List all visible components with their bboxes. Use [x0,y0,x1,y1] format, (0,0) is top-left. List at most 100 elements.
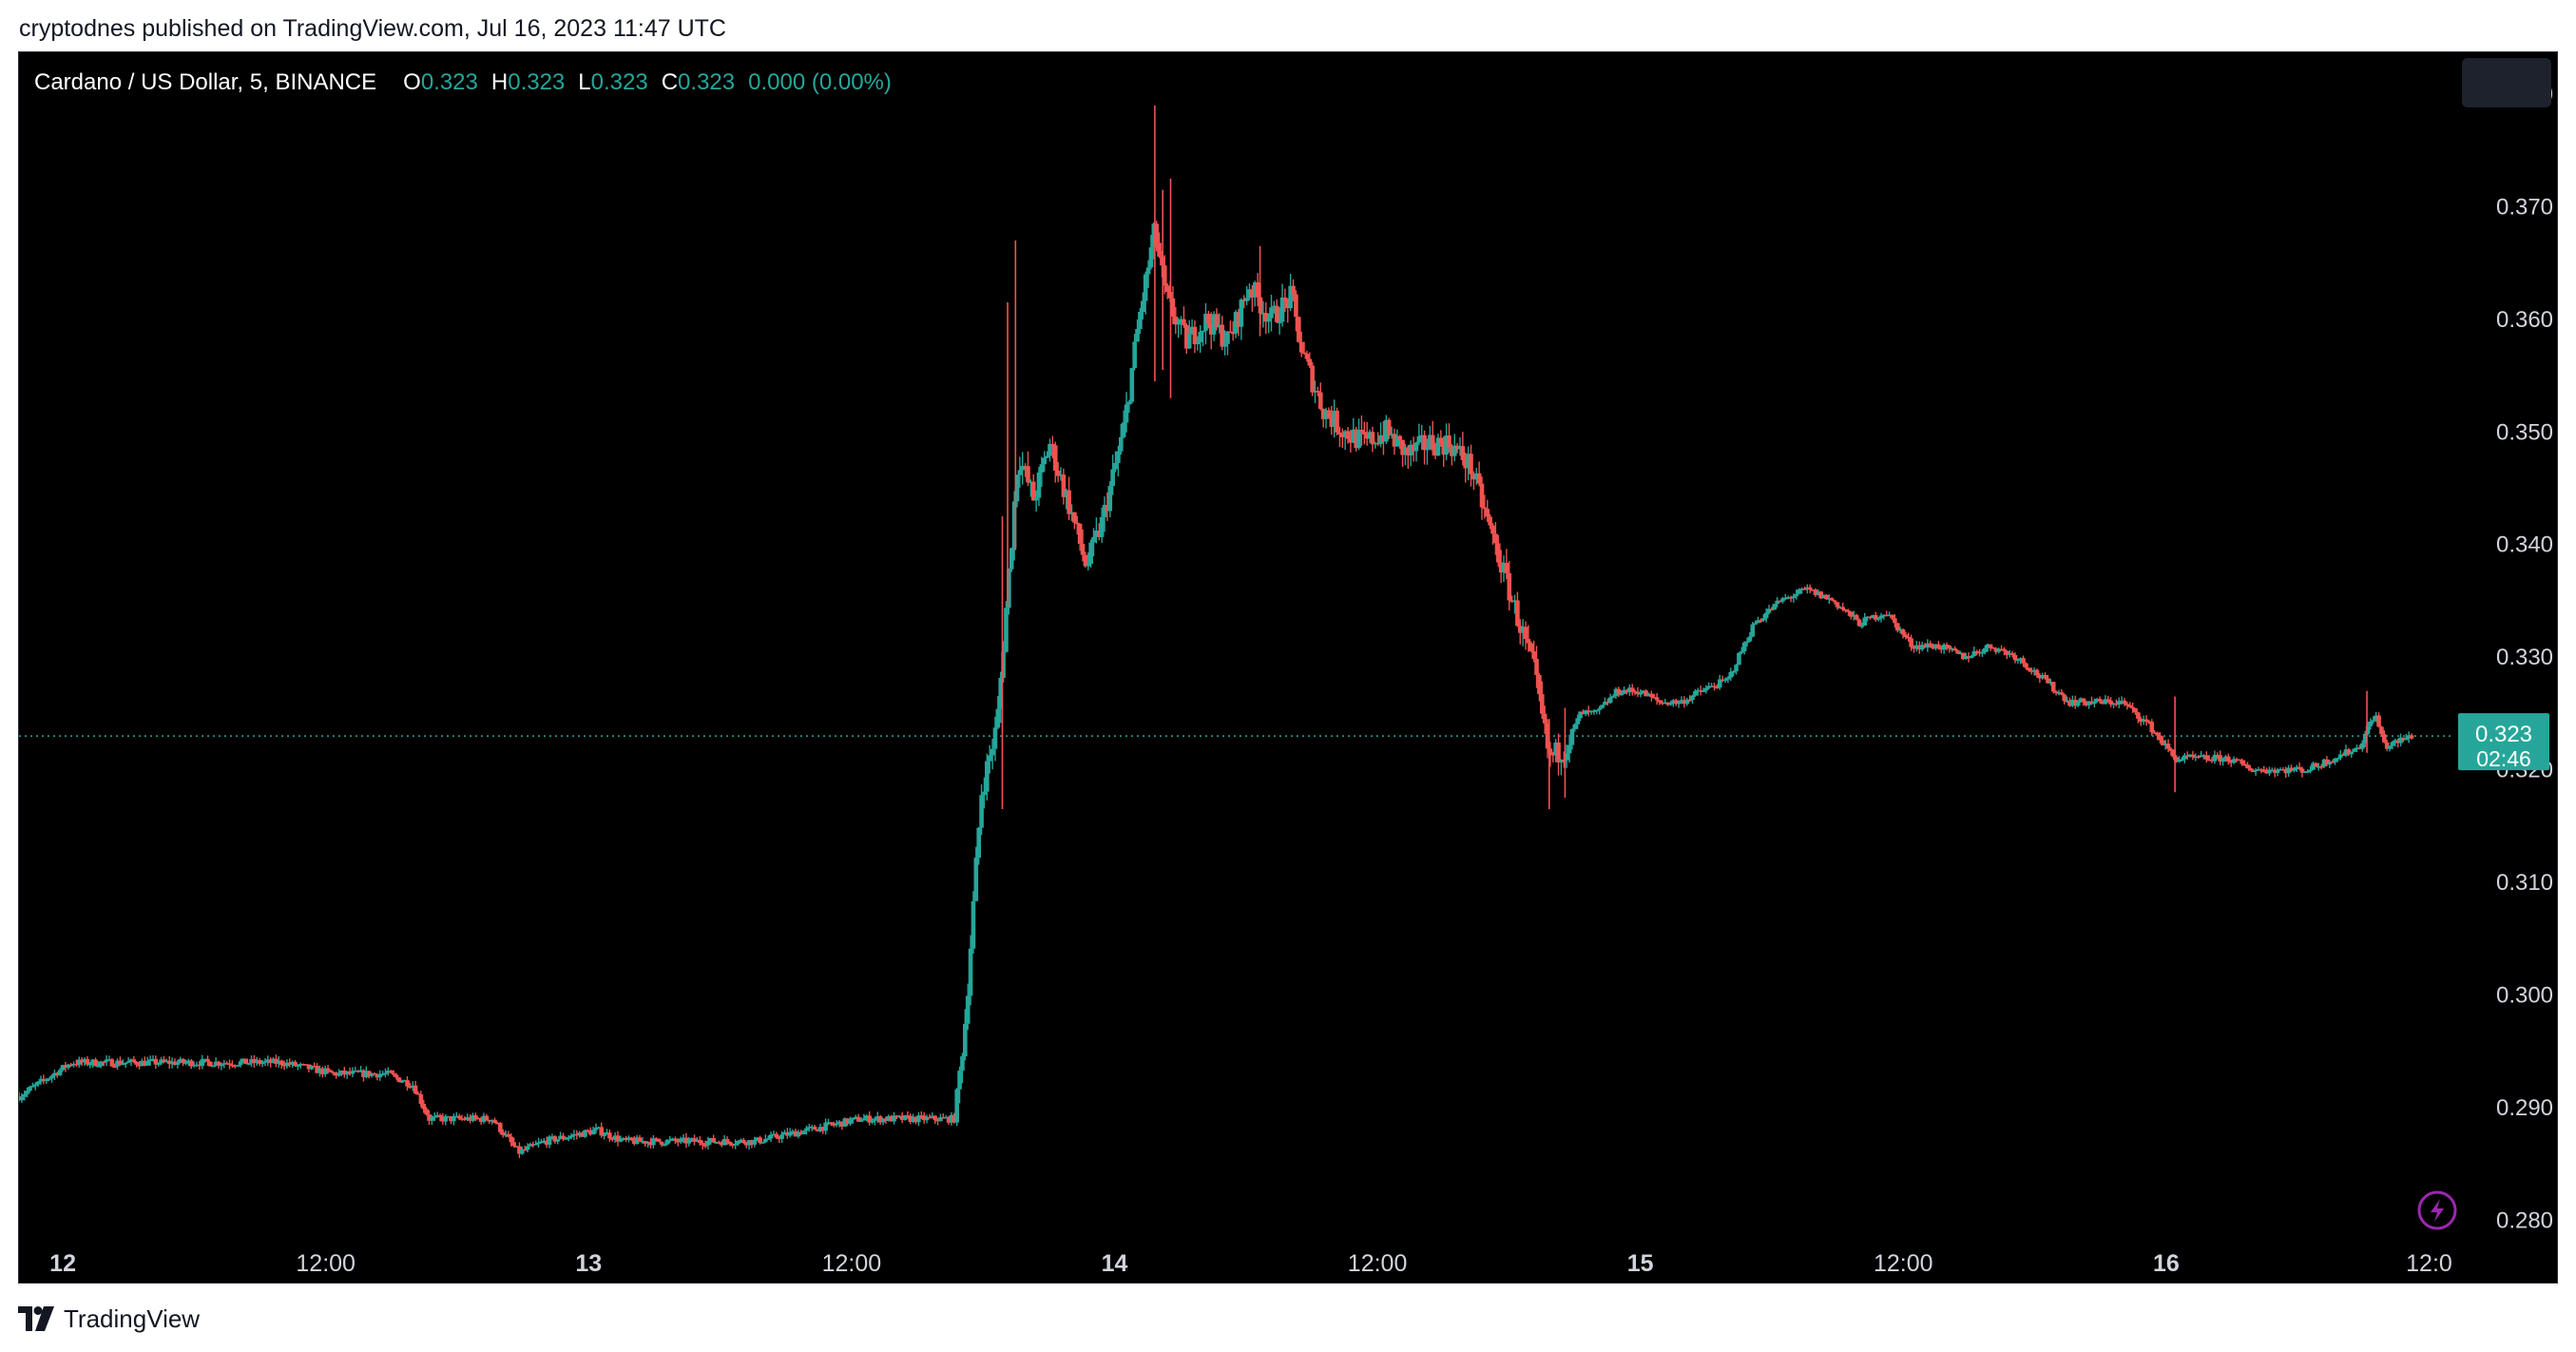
candle-body [2318,766,2324,768]
footer-brand: TradingView [64,1304,201,1333]
candle-body [90,1059,95,1064]
candle-body [1856,619,1862,627]
candle-body [2204,755,2209,760]
candle-body [159,1059,163,1064]
candle-body [1186,334,1192,349]
candle-body [826,1122,831,1124]
candle-body [1556,742,1561,763]
candle-body [2253,769,2259,772]
candle-body [564,1138,568,1140]
candle-body [2272,769,2278,773]
x-tick-label: 12:00 [296,1250,356,1277]
candle-body [976,827,982,859]
candle-body [1605,702,1610,704]
candle-body [836,1121,842,1124]
lightning-icon[interactable] [2417,1190,2457,1230]
candle-body [908,1115,913,1122]
candle-body [896,1115,902,1118]
candle-body [1871,614,1875,619]
candle-body [434,1114,440,1117]
candle-body [2404,738,2409,741]
candle-body [2143,719,2149,722]
candle-body [2028,670,2034,672]
candle-body [1914,645,1919,649]
candle-body [2209,759,2215,762]
candle-body [648,1142,653,1146]
legend-close-value: 0.323 [678,69,736,95]
candle-body [1925,643,1931,648]
candle-body [2072,700,2078,706]
candle-body [615,1135,621,1142]
candle-body [2297,766,2302,769]
candle-body [714,1142,719,1144]
candle-body [1887,614,1892,616]
candle-body [2381,734,2387,743]
candle-body [1225,331,1230,344]
candle-body [2376,715,2381,727]
candle-body [2393,740,2398,743]
candle-body [765,1138,771,1140]
candle-body [66,1064,71,1068]
candle-body [1490,525,1495,534]
candle-body [1094,531,1099,537]
candle-body [492,1119,497,1123]
candle-body [2352,748,2356,752]
candle-body [1900,628,1906,635]
candle-body [79,1059,85,1063]
candle-body [1176,322,1181,325]
candle-body [96,1066,101,1068]
candle-body [1425,448,1430,451]
candle-body [1996,648,2001,652]
candle-body [38,1078,44,1082]
candle-body [1422,435,1427,451]
candle-body [1654,697,1660,701]
candle-body [1138,312,1143,329]
candle-body [1151,223,1157,248]
candle-body [284,1062,290,1067]
legend-high-value: 0.323 [508,69,566,95]
chart-corner-button[interactable] [2462,58,2551,107]
candle-body [276,1060,281,1064]
tradingview-logo[interactable]: TradingView [18,1303,200,1335]
candle-body [1250,289,1255,298]
candle-body [1665,702,1670,705]
candle-body [2160,740,2165,745]
candle-body [427,1114,432,1121]
candle-body [402,1080,407,1082]
y-tick-label: 0.280 [2496,1207,2553,1233]
candle-body [2206,759,2212,762]
candlestick-chart[interactable]: 0.2800.2900.3000.3100.3200.3300.3400.350… [19,52,2558,1284]
candle-body [1504,562,1509,573]
candle-body [121,1063,125,1066]
candle-body [339,1071,344,1073]
candle-body [449,1116,453,1122]
candle-body [1545,723,1550,749]
candle-body [1086,564,1091,567]
y-tick-label: 0.370 [2496,194,2553,220]
publisher-caption: cryptodnes published on TradingView.com,… [19,15,726,42]
candle-body [1441,442,1447,455]
candle-body [1600,705,1605,708]
candle-body [1473,473,1479,480]
candle-body [1105,505,1110,512]
chart-panel[interactable]: 0.280 0.290 0.300 0.310 0.320 0.330 0.340 0.350… [18,51,2558,1284]
candle-body [927,1116,932,1119]
candle-body [1974,650,1979,653]
candle-body [144,1061,150,1066]
candle-body [1228,331,1233,334]
candle-body [2136,712,2141,719]
candle-body [1493,533,1498,544]
candle-body [547,1136,552,1146]
candle-body [2275,769,2280,773]
candle-body [1534,659,1539,675]
candle-body [686,1139,692,1144]
candle-body [733,1144,738,1146]
candle-body [774,1133,779,1138]
candle-body [1413,442,1419,452]
candle-body [443,1116,449,1122]
candle-body [517,1146,522,1154]
candle-body [861,1118,867,1121]
candle-body [1616,688,1622,694]
candle-body [25,1091,29,1094]
candle-body [1622,689,1626,694]
